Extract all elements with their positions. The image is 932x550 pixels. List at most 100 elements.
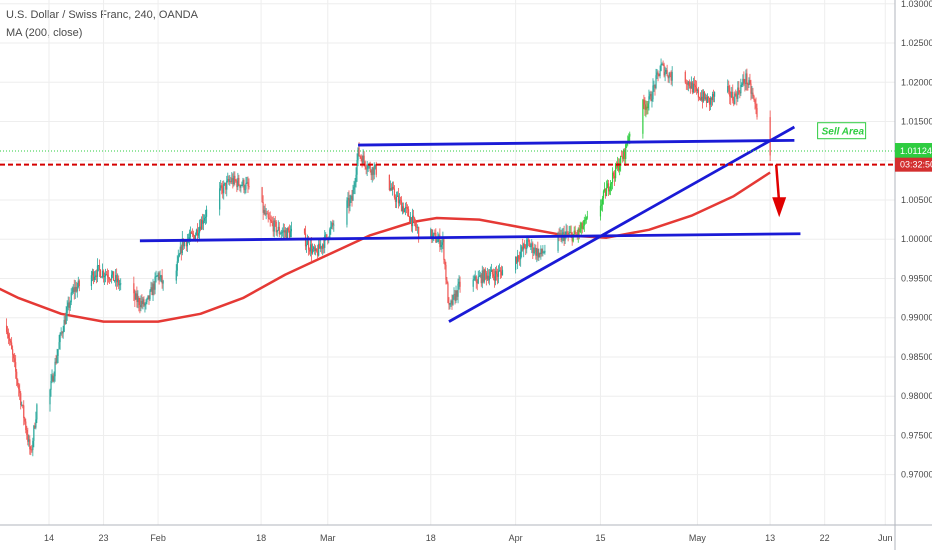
candle-body xyxy=(16,371,18,380)
forecast-arrow-shaft[interactable] xyxy=(774,164,781,204)
x-tick-label: Apr xyxy=(509,533,523,543)
candle-body xyxy=(152,283,154,296)
symbol-title[interactable]: U.S. Dollar / Swiss Franc, 240, OANDA xyxy=(6,9,198,21)
candle-body xyxy=(605,187,608,197)
candle-body xyxy=(615,164,617,179)
candle-body xyxy=(313,247,315,250)
sell-area-label[interactable]: Sell Area xyxy=(822,127,865,138)
candle-body xyxy=(227,179,229,181)
candle-body xyxy=(221,185,223,188)
candle-body xyxy=(666,69,668,76)
candle-body xyxy=(473,279,475,281)
candle-body xyxy=(402,206,405,213)
candle-body xyxy=(479,274,481,277)
candle-body xyxy=(409,217,412,222)
candle-body xyxy=(355,174,357,183)
candle-body xyxy=(701,96,704,102)
candle-body xyxy=(10,340,12,343)
candle-body xyxy=(518,255,520,259)
candle-body xyxy=(391,186,393,190)
candle-body xyxy=(393,188,396,198)
candle-body xyxy=(103,276,106,278)
candle-body xyxy=(755,103,757,108)
candle-body xyxy=(284,230,286,233)
candle-body xyxy=(27,434,29,442)
candle-body xyxy=(754,99,756,104)
candle-body xyxy=(19,389,21,394)
candle-body xyxy=(204,216,207,218)
candle-body xyxy=(153,283,155,290)
candle-body xyxy=(445,264,447,280)
candle-body xyxy=(565,231,567,234)
candle-body xyxy=(520,251,522,260)
candle-body xyxy=(490,269,492,272)
candle-body xyxy=(522,246,524,250)
candle-body xyxy=(181,238,183,254)
candle-body xyxy=(311,244,313,254)
candle-body xyxy=(191,233,194,235)
candle-body xyxy=(698,97,701,99)
candle-body xyxy=(363,155,365,162)
candle-body xyxy=(712,94,715,97)
candle-body xyxy=(245,183,247,190)
candle-body xyxy=(450,300,452,304)
candle-body xyxy=(455,290,457,301)
candle-body xyxy=(572,234,574,242)
sell-area-box[interactable] xyxy=(817,122,867,140)
candle-body xyxy=(741,83,743,85)
candle-body xyxy=(120,283,122,285)
forecast-arrow-head[interactable] xyxy=(772,197,787,218)
candle-body xyxy=(606,183,609,188)
candle-body xyxy=(394,197,397,202)
candle-body xyxy=(224,182,226,185)
candle-body xyxy=(14,358,16,363)
candle-body xyxy=(584,219,586,221)
trendline[interactable] xyxy=(448,125,796,323)
x-tick-label: 13 xyxy=(765,533,775,543)
candle-body xyxy=(141,300,143,305)
candle-body xyxy=(477,276,479,284)
y-tick-label: 1.00000 xyxy=(901,234,932,244)
candle-body xyxy=(364,161,366,167)
candle-body xyxy=(404,207,407,209)
candle-body xyxy=(483,269,485,282)
candle-body xyxy=(351,196,353,201)
candle-body xyxy=(534,247,536,252)
candle-body xyxy=(413,215,415,218)
candle-body xyxy=(113,271,115,281)
candle-body xyxy=(452,295,454,305)
candle-body xyxy=(501,269,504,276)
candle-body xyxy=(101,270,104,277)
candle-body xyxy=(578,228,580,232)
trendline[interactable] xyxy=(139,232,801,243)
candle-body xyxy=(447,283,449,303)
candle-body xyxy=(710,97,713,100)
candle-body xyxy=(581,222,583,229)
candle-body xyxy=(573,230,575,235)
candle-body xyxy=(374,164,376,168)
candle-body xyxy=(15,362,17,372)
candle-body xyxy=(431,229,433,240)
candle-body xyxy=(133,283,135,294)
candle-body xyxy=(232,178,234,185)
candle-body xyxy=(107,277,110,279)
candle-body xyxy=(570,232,572,233)
trendline[interactable] xyxy=(358,138,795,147)
candle-body xyxy=(71,292,73,294)
candle-body xyxy=(612,172,615,176)
candle-body xyxy=(222,187,224,194)
candle-body xyxy=(370,171,372,176)
candle-body xyxy=(158,273,160,280)
candle-body xyxy=(390,188,392,190)
grid-lines xyxy=(0,0,895,525)
indicator-label[interactable]: MA (200, close) xyxy=(6,27,83,39)
candle-body xyxy=(9,338,11,341)
candle-body xyxy=(527,239,529,241)
candle-body xyxy=(25,421,27,430)
candle-body xyxy=(530,246,532,248)
candle-body xyxy=(268,217,270,220)
candle-body xyxy=(577,228,579,236)
candle-body xyxy=(660,64,662,71)
candle-body xyxy=(608,189,611,192)
